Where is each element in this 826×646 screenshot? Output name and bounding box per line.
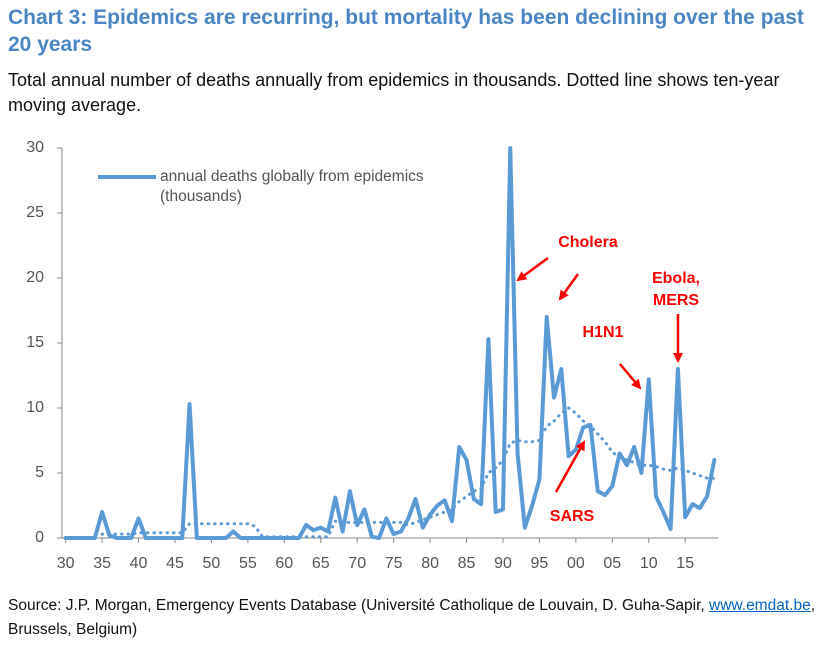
x-tick-label: 90 [494,555,512,572]
legend-label: annual deaths globally from epidemics (t… [160,168,424,205]
x-tick-label: 15 [676,555,694,572]
annotation: Ebola, [652,270,700,287]
y-tick-label: 15 [26,334,44,351]
x-tick-label: 80 [421,555,439,572]
x-tick-label: 75 [385,555,403,572]
y-tick-label: 10 [26,399,44,416]
x-tick-label: 40 [130,555,148,572]
y-tick-label: 25 [26,204,44,221]
annotation: MERS [653,292,700,309]
annotation-arrow [558,273,580,301]
annotation: SARS [550,508,595,525]
x-tick-label: 00 [567,555,585,572]
x-tick-label: 55 [239,555,257,572]
y-tick-label: 30 [26,139,44,156]
x-tick-label: 85 [458,555,476,572]
x-tick-label: 05 [603,555,621,572]
chart-title: Chart 3: Epidemics are recurring, but mo… [8,6,804,56]
x-tick-label: 35 [93,555,111,572]
x-tick-label: 95 [531,555,549,572]
source-link[interactable]: www.emdat.be [709,597,811,614]
annotation-arrow [619,363,642,390]
y-tick-label: 20 [26,269,44,286]
annotation: Cholera [558,234,618,251]
x-tick-label: 60 [275,555,293,572]
chart-subtitle: Total annual number of deaths annually f… [8,70,780,115]
y-tick-label: 0 [35,529,44,546]
source-text: Source: J.P. Morgan, Emergency Events Da… [8,597,710,614]
x-tick-label: 50 [203,555,221,572]
x-tick-label: 70 [348,555,366,572]
source-text: , Brussels, Belgium) [8,597,816,638]
series-line [63,146,717,540]
annotation-arrow [554,440,586,493]
x-tick-label: 10 [640,555,658,572]
x-tick-label: 45 [166,555,184,572]
x-tick-label: 65 [312,555,330,572]
y-tick-label: 5 [35,464,44,481]
moving-average-line [100,406,716,539]
legend-swatch [98,175,156,179]
source: Source: J.P. Morgan, Emergency Events Da… [8,594,818,642]
annotation-arrow [516,256,549,282]
x-tick-label: 30 [57,555,75,572]
annotation: H1N1 [583,324,624,341]
